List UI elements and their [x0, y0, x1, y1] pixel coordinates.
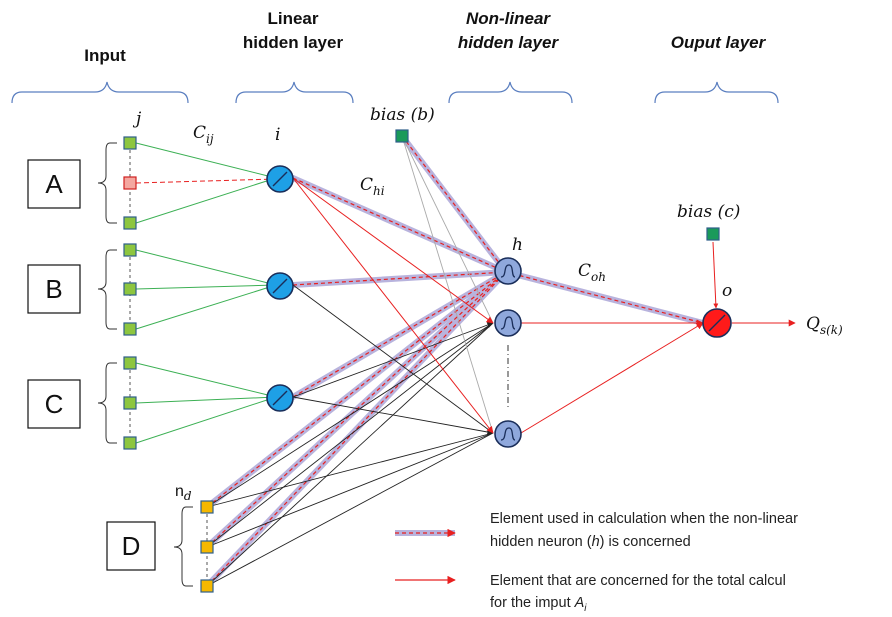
- column-headers: Input Linear hidden layer Non-linear hid…: [84, 9, 766, 65]
- legend-item-highlight: Element used in calculation when the non…: [395, 511, 798, 550]
- input-node: [123, 436, 137, 450]
- group-boxes: A B C D: [27, 142, 193, 587]
- nonlinear-neuron: [494, 257, 522, 285]
- label-q-output: Qs(k): [806, 314, 843, 337]
- nonlinear-neurons: [494, 257, 522, 448]
- label-h: h: [512, 235, 523, 255]
- nd-input-node: [200, 500, 214, 514]
- bias-c-node: [706, 227, 720, 241]
- group-a-label: A: [45, 169, 63, 199]
- nd-input-node: [200, 540, 214, 554]
- label-i: i: [275, 125, 280, 145]
- math-labels: j i h o Cij Chi Coh bias (b) bias (c) nd…: [132, 105, 843, 503]
- header-linear-line2: hidden layer: [243, 33, 344, 52]
- label-bias-c: bias (c): [677, 202, 740, 222]
- linear-neurons: [266, 165, 294, 412]
- brace-input: [11, 81, 189, 104]
- group-c: C: [27, 362, 117, 444]
- legend-item1-line2: hidden neuron (h) is concerned: [490, 534, 691, 550]
- header-linear-line1: Linear: [267, 9, 318, 28]
- group-a: A: [27, 142, 117, 224]
- header-output: Ouput layer: [671, 33, 767, 52]
- bias-nodes: [395, 129, 720, 241]
- header-nonlinear-line2: hidden layer: [458, 33, 560, 52]
- brace-output: [654, 81, 779, 104]
- input-node: [123, 136, 137, 150]
- input-node-active: [123, 176, 137, 190]
- input-node: [123, 282, 137, 296]
- output-neuron: [702, 308, 732, 338]
- header-input: Input: [84, 46, 126, 65]
- label-c-oh: Coh: [578, 261, 606, 284]
- legend-item-red: Element that are concerned for the total…: [395, 573, 786, 614]
- linear-neuron: [266, 272, 294, 300]
- input-node: [123, 216, 137, 230]
- red-connections: [135, 175, 796, 434]
- black-connections: [206, 135, 494, 587]
- highlight-connections: [204, 133, 706, 589]
- input-node: [123, 356, 137, 370]
- input-dashed-connectors: [129, 150, 509, 579]
- legend: Element used in calculation when the non…: [395, 511, 798, 614]
- label-n-d: nd: [175, 483, 192, 503]
- label-j: j: [132, 109, 142, 129]
- nd-input-node: [200, 579, 214, 593]
- legend-item2-line2: for the imput Ai: [490, 595, 587, 614]
- group-d-label: D: [122, 531, 141, 561]
- group-b-label: B: [45, 274, 62, 304]
- label-bias-b: bias (b): [370, 105, 435, 125]
- brace-nonlinear: [448, 81, 573, 104]
- label-c-hi: Chi: [360, 175, 385, 198]
- linear-neuron: [266, 384, 294, 412]
- linear-neuron: [266, 165, 294, 193]
- input-node: [123, 396, 137, 410]
- header-braces: [11, 81, 779, 104]
- label-o: o: [722, 281, 732, 301]
- nonlinear-neuron: [494, 309, 522, 337]
- input-connections: [135, 142, 277, 444]
- group-b: B: [27, 249, 117, 330]
- group-d: D: [106, 506, 193, 587]
- label-c-ij: Cij: [193, 123, 214, 146]
- legend-item1-line1: Element used in calculation when the non…: [490, 511, 798, 527]
- nonlinear-neuron: [494, 420, 522, 448]
- bias-b-node: [395, 129, 409, 143]
- input-node: [123, 322, 137, 336]
- header-nonlinear-line1: Non-linear: [466, 9, 551, 28]
- input-node: [123, 243, 137, 257]
- input-nodes: [123, 136, 214, 593]
- brace-linear: [235, 81, 354, 104]
- legend-item2-line1: Element that are concerned for the total…: [490, 573, 786, 589]
- group-c-label: C: [45, 389, 64, 419]
